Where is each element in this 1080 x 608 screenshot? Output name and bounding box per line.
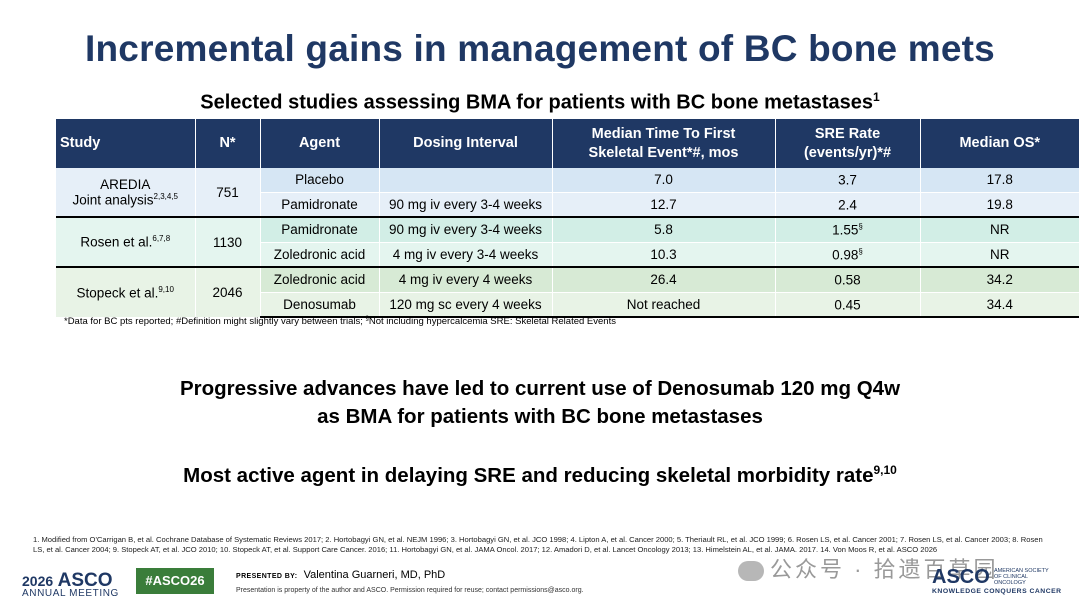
agent-cell: Pamidronate (260, 216, 380, 243)
ttse-cell: 26.4 (552, 266, 776, 293)
os-cell: 34.2 (920, 266, 1079, 293)
header-study: Study (56, 119, 196, 168)
ttse-cell: 5.8 (552, 216, 776, 243)
sre-cell: 0.58 (775, 266, 921, 293)
dosing-cell: 4 mg iv every 4 weeks (379, 266, 553, 293)
sre-cell: 3.7 (775, 168, 921, 193)
table-row: Denosumab 120 mg sc every 4 weeks Not re… (56, 292, 1079, 318)
studies-table: Study N* Agent Dosing Interval Median Ti… (56, 119, 1079, 318)
sre-cell: 1.55§ (775, 216, 921, 243)
os-cell: 19.8 (920, 192, 1079, 218)
ttse-cell: Not reached (552, 292, 776, 318)
agent-cell: Denosumab (260, 292, 380, 318)
key-statement-2: Most active agent in delaying SRE and re… (183, 463, 897, 487)
dosing-cell: 90 mg iv every 3-4 weeks (379, 216, 553, 243)
header-os: Median OS* (920, 119, 1079, 168)
header-ttse: Median Time To First Skeletal Event*#, mo… (552, 119, 776, 168)
table-row: Stopeck et al.9,10 2046 Zoledronic acid … (56, 266, 1079, 318)
n-cell: 751 (195, 168, 261, 218)
study-cell: AREDIA Joint analysis2,3,4,5 (56, 168, 196, 218)
agent-cell: Zoledronic acid (260, 266, 380, 293)
asco-society-logo: ASCO AMERICAN SOCIETY OF CLINICAL ONCOLO… (932, 566, 1062, 595)
dosing-cell: 4 mg iv every 3-4 weeks (379, 242, 553, 268)
table-header-row: Study N* Agent Dosing Interval Median Ti… (56, 119, 1079, 168)
os-cell: NR (920, 242, 1079, 268)
sre-cell: 0.98§ (775, 242, 921, 268)
dosing-cell: 90 mg iv every 3-4 weeks (379, 192, 553, 218)
slide-title: Incremental gains in management of BC bo… (85, 28, 995, 69)
asco-annual-meeting-logo: 2026 ASCO ANNUAL MEETING (22, 570, 119, 599)
references: 1. Modified from O'Carrigan B, et al. Co… (33, 535, 1043, 554)
header-n: N* (195, 119, 261, 168)
key-statement-1: Progressive advances have led to current… (179, 377, 901, 428)
agent-cell: Placebo (260, 168, 380, 193)
study-cell: Rosen et al.6,7,8 (56, 216, 196, 268)
hashtag-badge: #ASCO26 (136, 568, 214, 594)
sre-cell: 2.4 (775, 192, 921, 218)
header-dosing: Dosing Interval (379, 119, 553, 168)
agent-cell: Pamidronate (260, 192, 380, 218)
agent-cell: Zoledronic acid (260, 242, 380, 268)
n-cell: 1130 (195, 216, 261, 268)
os-cell: 17.8 (920, 168, 1079, 193)
table-caption: Selected studies assessing BMA for patie… (200, 90, 880, 114)
table-row: Zoledronic acid 4 mg iv every 3-4 weeks … (56, 242, 1079, 268)
header-sre-rate: SRE Rate (events/yr)*# (775, 119, 921, 168)
ttse-cell: 12.7 (552, 192, 776, 218)
property-notice: Presentation is property of the author a… (236, 587, 584, 594)
dosing-cell: 120 mg sc every 4 weeks (379, 292, 553, 318)
os-cell: NR (920, 216, 1079, 243)
table-footnote: *Data for BC pts reported; #Definition m… (64, 316, 616, 328)
ttse-cell: 7.0 (552, 168, 776, 193)
n-cell: 2046 (195, 266, 261, 318)
sre-cell: 0.45 (775, 292, 921, 318)
study-cell: Stopeck et al.9,10 (56, 266, 196, 318)
wechat-icon (738, 561, 764, 582)
presenter-line: PRESENTED BY: Valentina Guarneri, MD, Ph… (236, 569, 446, 581)
ttse-cell: 10.3 (552, 242, 776, 268)
table-row: Rosen et al.6,7,8 1130 Pamidronate 90 mg… (56, 216, 1079, 268)
os-cell: 34.4 (920, 292, 1079, 318)
dosing-cell (379, 168, 553, 193)
header-agent: Agent (260, 119, 380, 168)
table-row: Pamidronate 90 mg iv every 3-4 weeks 12.… (56, 192, 1079, 218)
table-row: AREDIA Joint analysis2,3,4,5 751 Placebo … (56, 168, 1079, 218)
watermark: 公众号 · 拾遗百草园 (738, 552, 999, 584)
